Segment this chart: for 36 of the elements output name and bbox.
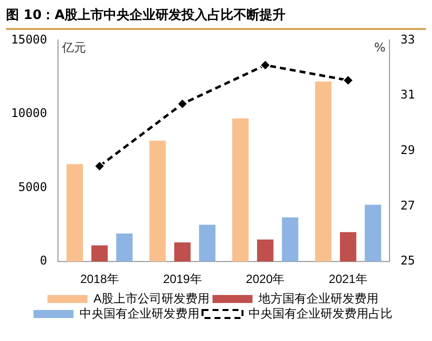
y-axis-title: 亿元: [61, 40, 86, 54]
chart-title: 图 10：A股上市中央企业研发投入占比不断提升: [6, 6, 426, 30]
y2-tick-label: 27: [400, 198, 416, 212]
y-tick-label: 15000: [11, 32, 48, 46]
x-tick-label: 2019年: [163, 272, 202, 286]
bar: [315, 82, 332, 262]
bar: [282, 217, 298, 262]
x-tick-label: 2018年: [80, 272, 119, 286]
bar: [116, 234, 133, 262]
point: [260, 60, 271, 71]
bar: [232, 118, 249, 262]
y2-tick-label: 31: [400, 88, 416, 102]
bar: [199, 224, 216, 262]
legend-label: 中央国有企业研发费用占比: [248, 306, 392, 320]
x-tick-label: 2020年: [246, 272, 285, 286]
bar: [364, 204, 382, 262]
bar: [66, 164, 83, 262]
y2-tick-label: 29: [400, 143, 416, 158]
point: [342, 74, 354, 86]
point: [94, 160, 106, 172]
y2-tick-label: 25: [400, 254, 416, 268]
y-tick-label: 5000: [18, 180, 48, 194]
bar: [174, 242, 191, 262]
y2-axis-title: %: [374, 40, 386, 54]
x-tick-label: 2021年: [328, 272, 368, 286]
bar: [91, 245, 108, 262]
point: [176, 98, 188, 110]
legend-label: 地方国有企业研发费用: [258, 291, 378, 306]
y2-tick-label: 33: [400, 32, 416, 46]
y-tick-label: 0: [40, 254, 48, 268]
legend-label: A股上市公司研发费用: [94, 291, 210, 306]
bar: [149, 140, 166, 262]
bar: [340, 232, 356, 262]
legend-label: 中央国有企业研发费用: [80, 306, 200, 320]
y-tick-label: 10000: [11, 106, 48, 120]
bar: [257, 239, 274, 262]
